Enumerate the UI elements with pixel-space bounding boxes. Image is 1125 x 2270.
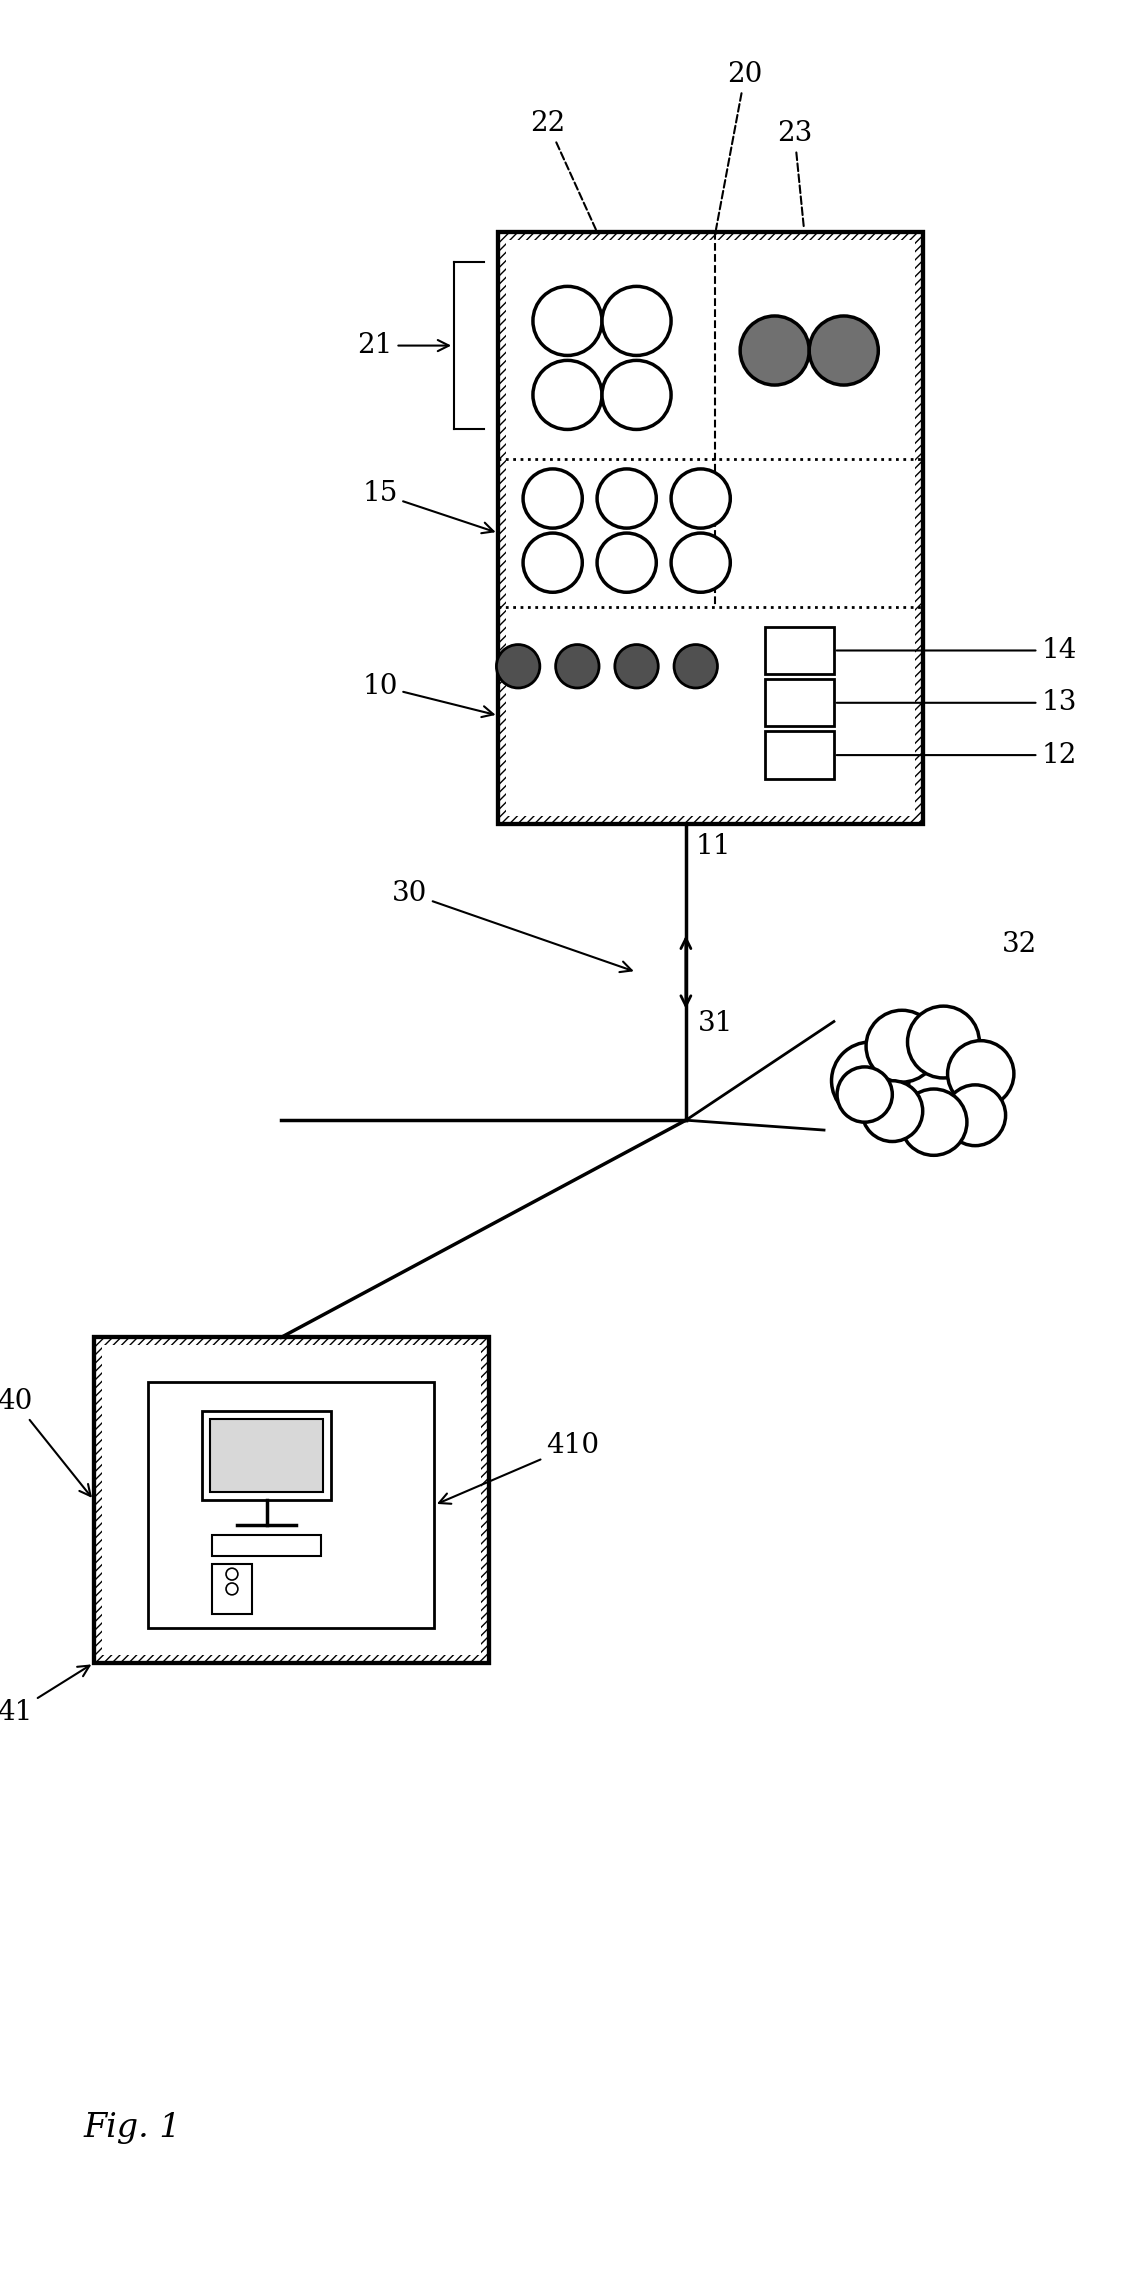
Text: 30: 30 [392,881,632,972]
Circle shape [523,533,583,592]
Bar [202,1412,331,1500]
Bar [148,1382,434,1628]
Bar [765,679,834,726]
Text: 23: 23 [776,120,812,229]
Circle shape [947,1040,1014,1108]
Text: 22: 22 [530,109,596,229]
Circle shape [866,1010,938,1083]
Bar [498,232,922,824]
Circle shape [597,470,656,529]
Circle shape [597,533,656,592]
Text: 21: 21 [358,331,449,359]
Bar [210,1419,323,1491]
Circle shape [837,1067,892,1121]
Text: 20: 20 [716,61,763,229]
Circle shape [809,316,879,386]
Text: 410: 410 [439,1432,598,1503]
Text: 14: 14 [837,638,1077,665]
Circle shape [226,1569,237,1580]
Text: 11: 11 [695,833,731,860]
Circle shape [862,1081,922,1142]
Text: 40: 40 [0,1387,91,1496]
Circle shape [533,361,602,429]
Circle shape [523,470,583,529]
Circle shape [226,1582,237,1596]
Circle shape [672,533,730,592]
Bar [765,627,834,674]
Text: 31: 31 [698,1010,734,1037]
Bar [213,1535,321,1557]
Bar [93,1337,488,1664]
Circle shape [602,286,672,356]
Bar [765,731,834,779]
Text: 13: 13 [837,690,1077,717]
Text: 10: 10 [362,672,494,717]
Circle shape [556,645,598,688]
Bar [213,1564,252,1614]
Circle shape [496,645,540,688]
Circle shape [740,316,809,386]
Text: Fig. 1: Fig. 1 [84,2111,181,2143]
Circle shape [831,1042,909,1119]
Bar [498,232,922,824]
Bar [101,1346,480,1655]
Circle shape [901,1090,966,1155]
Text: 15: 15 [362,479,494,533]
Circle shape [672,470,730,529]
Circle shape [533,286,602,356]
Text: 32: 32 [1001,931,1037,958]
Text: 12: 12 [837,742,1077,770]
Circle shape [908,1006,980,1078]
Bar [93,1337,488,1664]
Circle shape [674,645,718,688]
Text: 41: 41 [0,1666,90,1725]
Bar [506,241,915,817]
Circle shape [602,361,672,429]
Circle shape [615,645,658,688]
Circle shape [945,1085,1006,1146]
